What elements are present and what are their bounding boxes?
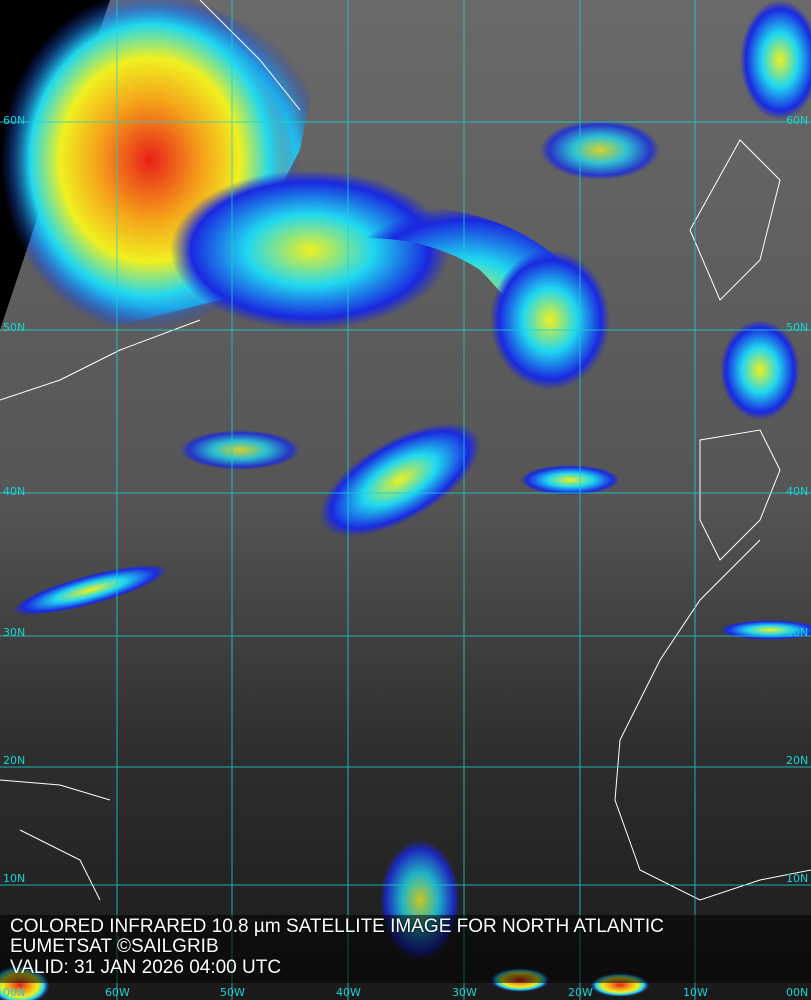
lat-label: 10N (3, 872, 26, 885)
caption-credit: EUMETSAT ©SAILGRIB (10, 936, 219, 957)
caption-band (0, 915, 811, 983)
lat-label-right: 40N (786, 485, 809, 498)
lat-label: 50N (3, 321, 26, 334)
lon-label: 20W (568, 986, 593, 999)
lat-label-right: 30N (786, 626, 809, 639)
lon-label: 50W (220, 986, 245, 999)
lat-label: 30N (3, 626, 26, 639)
lat-label-right: 60N (786, 114, 809, 127)
lat-label: 20N (3, 754, 26, 767)
coastlines (0, 0, 811, 901)
lat-label-right: 10N (786, 872, 809, 885)
lon-label: 00N (786, 986, 809, 999)
lat-label: 40N (3, 485, 26, 498)
caption-title: COLORED INFRARED 10.8 µm SATELLITE IMAGE… (10, 916, 664, 937)
lon-label: 60W (105, 986, 130, 999)
lat-label: 00N (3, 986, 26, 999)
lat-label-right: 20N (786, 754, 809, 767)
lat-label: 60N (3, 114, 26, 127)
caption-valid-time: VALID: 31 JAN 2026 04:00 UTC (10, 957, 282, 978)
lon-label: 10W (683, 986, 708, 999)
lon-label: 30W (452, 986, 477, 999)
lon-label: 40W (336, 986, 361, 999)
lat-label-right: 50N (786, 321, 809, 334)
